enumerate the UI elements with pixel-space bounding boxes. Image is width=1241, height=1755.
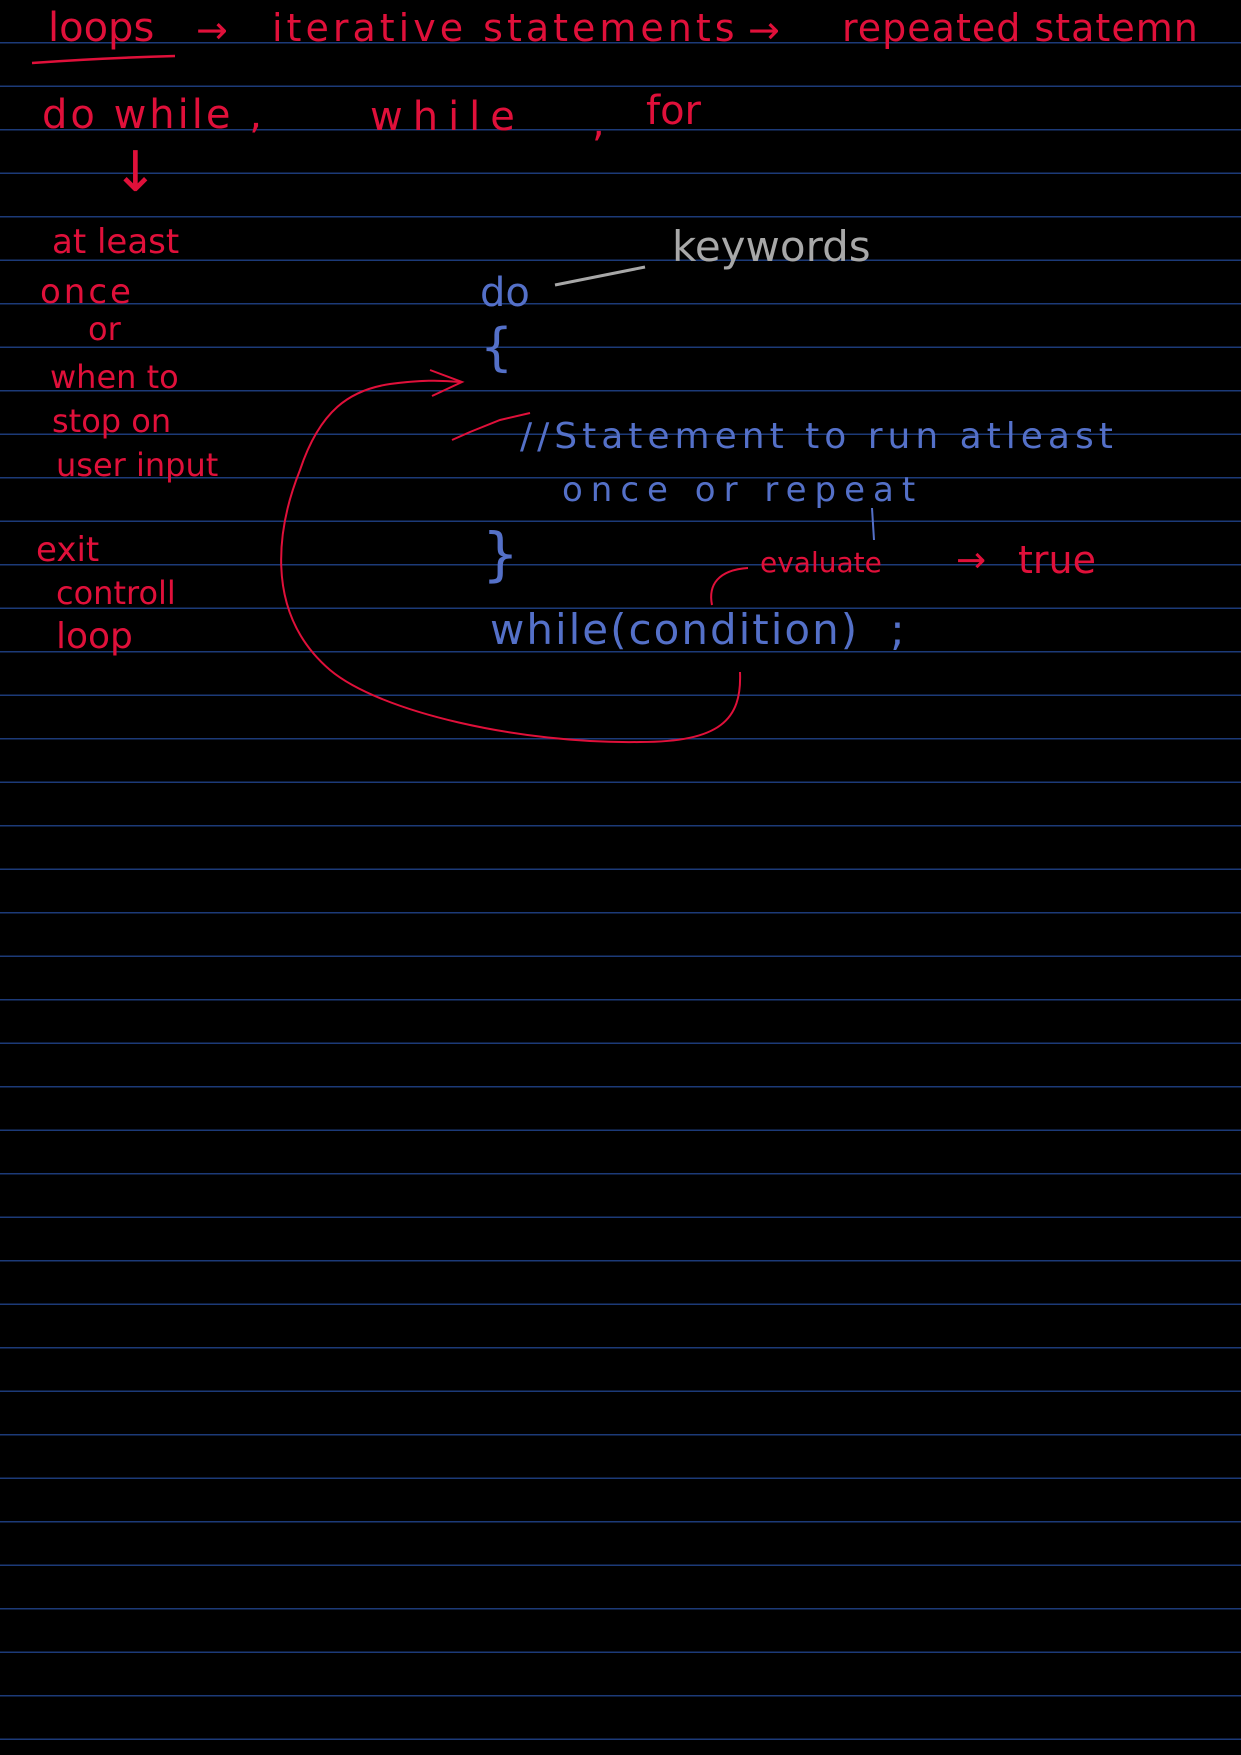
note-when-to: when to [50, 358, 179, 396]
loop-back-arrowhead [429, 369, 465, 397]
note-once: once [40, 272, 134, 312]
note-exit: exit [36, 530, 100, 570]
syntax-while-condition: while(condition) [490, 605, 860, 654]
comment-tick [451, 412, 531, 441]
note-stop-on: stop on [52, 402, 172, 440]
heading-arrow-1: → [196, 8, 228, 52]
syntax-do: do [480, 270, 530, 316]
evaluate-arrow: → [956, 540, 987, 581]
note-at-least: at least [52, 222, 180, 262]
syntax-semicolon: ; [890, 605, 905, 656]
loop-type-separator: , [592, 100, 605, 146]
loop-type-for: for [646, 88, 701, 134]
keywords-label: keywords [672, 222, 871, 271]
syntax-open-brace: { [480, 318, 514, 378]
repeat-tick [871, 507, 875, 541]
syntax-close-brace: } [482, 520, 519, 588]
note-controll: controll [56, 574, 176, 612]
true-label: true [1018, 538, 1096, 582]
syntax-comment-line-2: once or repeat [562, 470, 924, 510]
heading-arrow-2: → [748, 8, 780, 52]
heading-iterative: iterative statements [272, 6, 739, 50]
loop-type-do-while: do while , [42, 92, 265, 138]
down-arrow: ↓ [112, 140, 159, 205]
evaluate-label: evaluate [760, 546, 882, 579]
keyword-pointer-line [554, 265, 646, 287]
title-underline [31, 54, 176, 65]
note-user-input: user input [56, 446, 219, 484]
evaluate-hook-arrow [710, 567, 749, 606]
note-loop: loop [56, 616, 133, 657]
heading-title: loops [48, 5, 155, 51]
loop-type-while: while [370, 94, 525, 140]
syntax-comment-line-1: //Statement to run atleast [520, 416, 1118, 457]
heading-repeated: repeated statemn [842, 6, 1199, 50]
note-or: or [88, 310, 121, 348]
